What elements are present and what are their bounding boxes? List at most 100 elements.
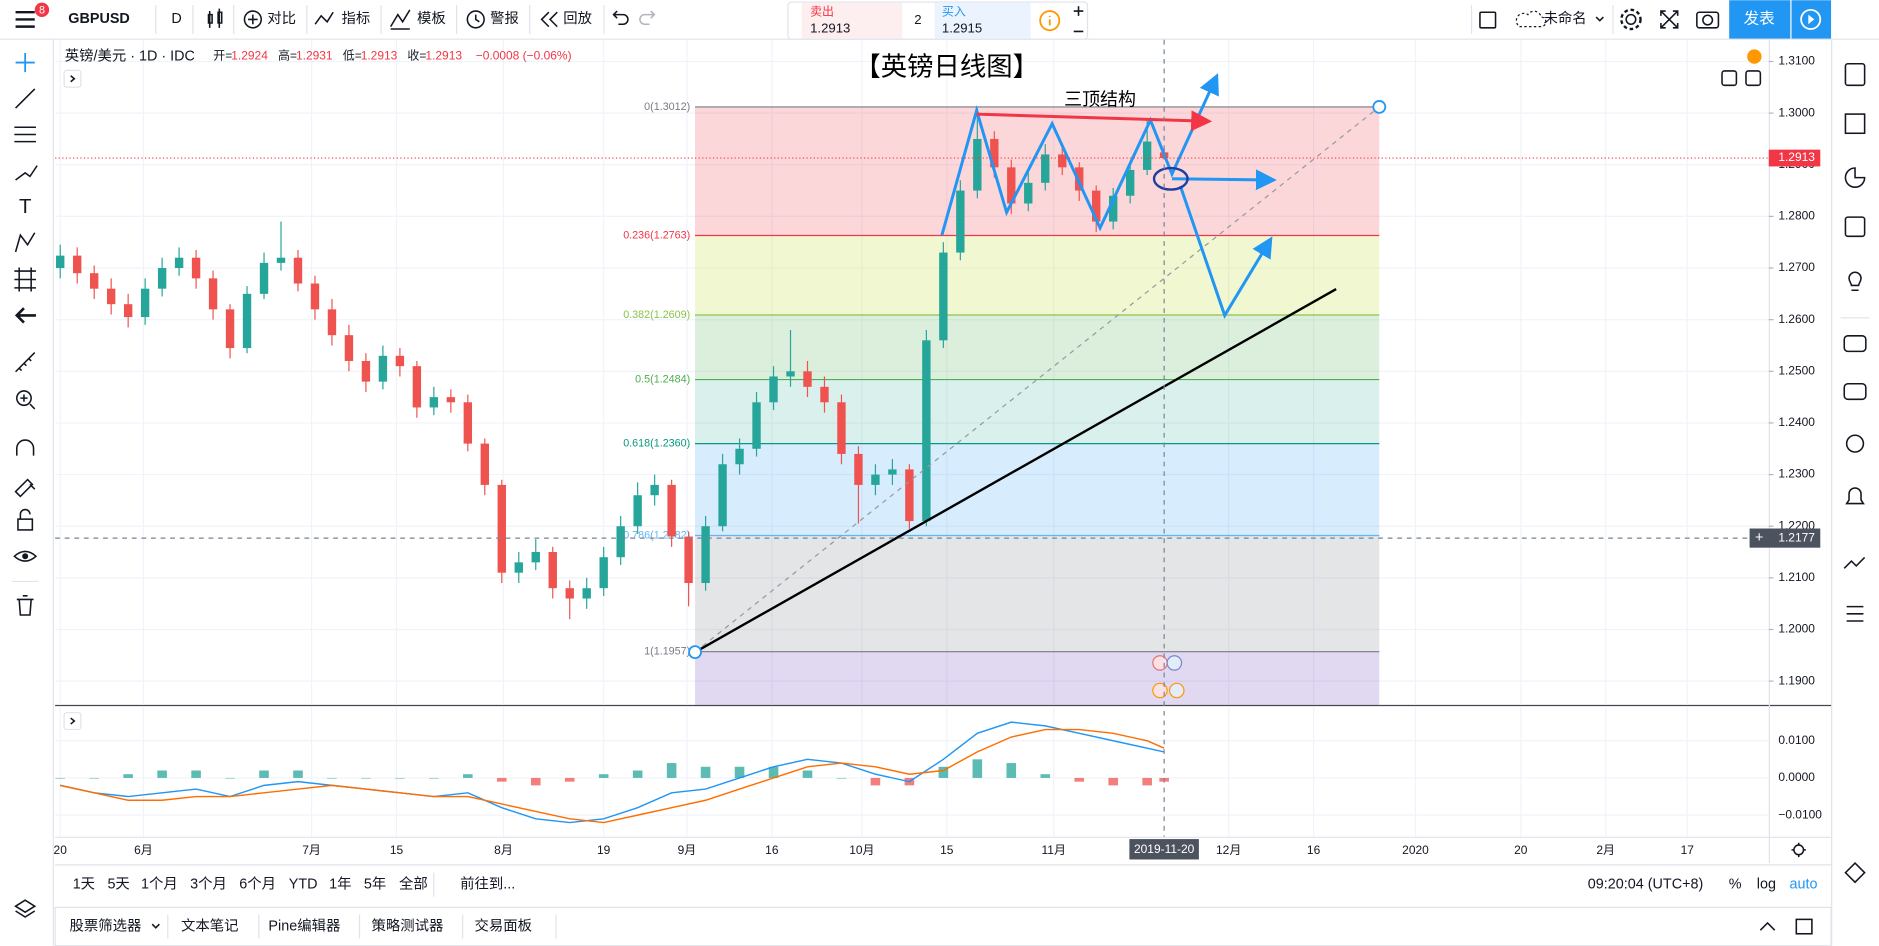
range-button[interactable]: YTD	[289, 876, 318, 892]
fib-tool[interactable]	[14, 126, 36, 143]
maximize-button[interactable]	[1795, 918, 1813, 935]
prediction-tool[interactable]	[14, 267, 36, 292]
range-button[interactable]: 1年	[329, 875, 351, 892]
tab[interactable]: 交易面板	[475, 916, 533, 934]
handle[interactable]	[1372, 100, 1387, 114]
collapse-legend[interactable]	[63, 69, 82, 88]
compare-button[interactable]: 对比	[267, 10, 296, 27]
resistance-arrow[interactable]	[976, 110, 1213, 132]
quantity: 2	[914, 12, 921, 27]
magnet-tool[interactable]	[15, 439, 35, 456]
range-button[interactable]: 全部	[399, 874, 428, 892]
auto-toggle[interactable]: auto	[1790, 876, 1818, 892]
legend-title[interactable]: 英镑/美元 · 1D · IDC	[65, 46, 195, 64]
range-button[interactable]: 1天	[73, 876, 95, 892]
undo-button[interactable]	[612, 10, 629, 25]
snapshot-button[interactable]	[1696, 11, 1720, 29]
chart-annotation-title[interactable]: 【英镑日线图】	[854, 52, 1039, 82]
lock-tool[interactable]	[17, 508, 34, 531]
axis-settings-button[interactable]	[1791, 842, 1806, 858]
streams-button[interactable]	[1843, 382, 1867, 401]
symbol[interactable]: GBPUSD	[68, 11, 130, 27]
pane-down-button[interactable]	[1721, 70, 1738, 87]
zoom-tool[interactable]	[15, 390, 36, 410]
arrow[interactable]	[1178, 185, 1273, 319]
fullscreen-button[interactable]	[1660, 10, 1679, 29]
triple-top-path[interactable]	[940, 73, 1219, 236]
news-button[interactable]	[1844, 113, 1866, 135]
trendline-tool[interactable]	[15, 88, 36, 109]
arrow[interactable]	[1171, 169, 1277, 191]
trade-panel: 卖出 1.2913 2 买入 1.2915	[787, 1, 1089, 40]
alert-button[interactable]: 警报	[490, 10, 519, 27]
collapse-legend[interactable]	[63, 712, 82, 731]
crosshair-tool[interactable]	[15, 52, 35, 73]
range-button[interactable]: 6个月	[239, 875, 276, 892]
collapse-button[interactable]	[1759, 921, 1776, 931]
watchlist-button[interactable]	[1844, 62, 1866, 87]
x-tick-label: 16	[765, 843, 779, 857]
templates-button[interactable]: 模板	[417, 9, 446, 27]
visibility-tool[interactable]	[13, 550, 38, 562]
object-tree[interactable]	[14, 899, 37, 918]
help-button[interactable]	[1844, 861, 1866, 884]
indicators-button[interactable]: 指标	[342, 10, 371, 27]
trendline[interactable]	[694, 288, 1337, 654]
handle[interactable]	[688, 645, 702, 660]
tab[interactable]: 文本笔记	[181, 917, 239, 934]
ruler-tool[interactable]	[15, 352, 36, 373]
brush-tool[interactable]	[15, 165, 38, 181]
list-button[interactable]	[1846, 605, 1864, 622]
menu-button[interactable]: 8	[15, 2, 50, 28]
histogram-bar	[395, 777, 405, 779]
event-marker[interactable]	[1166, 655, 1183, 671]
calendar-button[interactable]	[1844, 216, 1866, 238]
range-button[interactable]: 5年	[364, 875, 386, 892]
tab[interactable]: 策略测试器	[371, 917, 443, 934]
event-marker[interactable]	[1152, 682, 1168, 699]
chats-button[interactable]	[1843, 335, 1867, 353]
chart-type-button[interactable]	[207, 8, 223, 28]
highlight-ellipse[interactable]	[1152, 166, 1189, 191]
log-toggle[interactable]: log	[1757, 876, 1776, 892]
ideas-button[interactable]	[1848, 271, 1862, 292]
layout-name[interactable]: 未命名	[1543, 9, 1586, 27]
redo-button[interactable]	[639, 10, 656, 25]
interval[interactable]: D	[171, 11, 181, 27]
pane-maximize-button[interactable]	[1745, 70, 1762, 87]
percent-toggle[interactable]: %	[1729, 876, 1742, 892]
range-button[interactable]: 3个月	[190, 875, 227, 892]
qty-stepper[interactable]	[1073, 6, 1084, 33]
event-marker[interactable]	[1168, 682, 1185, 699]
sell-button-bg[interactable]	[801, 2, 903, 39]
trading-button[interactable]	[1843, 556, 1866, 569]
buy-button-bg[interactable]	[934, 2, 1031, 39]
tab[interactable]: Pine编辑器	[268, 917, 340, 934]
pattern-tool[interactable]	[14, 232, 36, 253]
event-marker[interactable]	[1152, 655, 1168, 671]
lock-draw-tool[interactable]	[14, 478, 36, 498]
hotlist-button[interactable]	[1845, 434, 1865, 453]
bottom-tabs: 股票筛选器 文本笔记 Pine编辑器 策略测试器 交易面板	[54, 906, 1832, 946]
replay-button[interactable]: 回放	[563, 10, 592, 27]
range-button[interactable]: 1个月	[141, 875, 178, 892]
data-window-button[interactable]	[1844, 167, 1866, 188]
info-icon[interactable]	[1039, 10, 1061, 32]
text-tool[interactable]: T	[19, 196, 31, 218]
histogram-bar	[429, 777, 439, 779]
delete-tool[interactable]	[16, 595, 34, 616]
warning-icon[interactable]	[1747, 49, 1762, 64]
notifications-button[interactable]	[1845, 487, 1865, 505]
settings-button[interactable]	[1625, 13, 1637, 25]
candle-body	[956, 190, 965, 253]
range-button[interactable]: 5天	[107, 876, 129, 892]
y-tick-label: 1.2300	[1778, 467, 1815, 481]
icon	[15, 11, 35, 28]
multi-chart-button[interactable]	[1479, 11, 1497, 29]
publish-button[interactable]	[1729, 0, 1791, 39]
goto-button[interactable]: 前往到...	[460, 875, 515, 892]
tab[interactable]: 股票筛选器	[70, 917, 142, 934]
chart-annotation[interactable]: 三顶结构	[1064, 90, 1136, 110]
candle-body	[73, 255, 82, 274]
back-tool[interactable]	[14, 307, 36, 324]
